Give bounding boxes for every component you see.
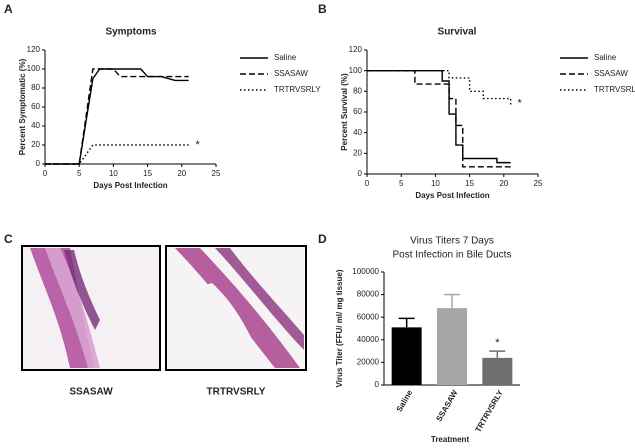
y-tick-label: 80 — [31, 83, 40, 92]
y-tick-label: 80000 — [357, 290, 380, 299]
bar — [391, 327, 422, 385]
x-tick-label: 10 — [109, 169, 118, 178]
legend-label: Saline — [274, 53, 297, 62]
panel-label: B — [318, 2, 327, 16]
x-tick-label: 5 — [77, 169, 82, 178]
panel-label: C — [4, 232, 13, 246]
panel-label: D — [318, 232, 327, 246]
y-tick-label: 60 — [31, 102, 40, 111]
legend-label: TRTRVSRLY — [594, 85, 635, 94]
y-tick-label: 40 — [353, 128, 362, 137]
x-tick-label: 15 — [465, 179, 474, 188]
bar — [437, 308, 467, 385]
y-tick-label: 100 — [349, 66, 363, 75]
x-axis-label: Days Post Infection — [93, 181, 167, 190]
y-tick-label: 20000 — [357, 358, 380, 367]
legend-label: TRTRVSRLY — [274, 85, 321, 94]
x-tick-label: 20 — [499, 179, 508, 188]
annotation: * — [195, 139, 200, 151]
panel-label: A — [4, 2, 13, 16]
x-tick-label: 10 — [431, 179, 440, 188]
y-tick-label: 120 — [349, 45, 363, 54]
legend-label: Saline — [594, 53, 617, 62]
y-tick-label: 80 — [353, 86, 362, 95]
y-axis-label: Percent Survival (%) — [340, 73, 349, 151]
y-tick-label: 20 — [31, 140, 40, 149]
annotation: * — [517, 98, 522, 110]
series-line — [45, 144, 189, 165]
chart-title: Symptoms — [105, 27, 157, 38]
x-axis-label: Treatment — [431, 435, 470, 444]
legend-label: SSASAW — [274, 69, 308, 78]
legend-label: SSASAW — [594, 69, 628, 78]
chart-title: Survival — [438, 27, 477, 38]
x-tick-label: 0 — [365, 179, 370, 188]
image-caption: TRTRVSRLY — [207, 387, 266, 398]
series-line — [367, 69, 511, 168]
y-tick-label: 40000 — [357, 335, 380, 344]
y-axis-label: Percent Symptomatic (%) — [18, 58, 27, 155]
x-tick-label: 20 — [177, 169, 186, 178]
y-tick-label: 100 — [27, 64, 41, 73]
series-line — [45, 68, 189, 165]
series-line — [45, 68, 189, 165]
bar — [482, 357, 513, 385]
y-axis-label: Virus Titer (FFU/ ml/ mg tissue) — [335, 269, 344, 387]
y-tick-label: 60000 — [357, 312, 380, 321]
y-tick-label: 0 — [358, 169, 363, 178]
y-tick-label: 0 — [375, 380, 380, 389]
x-tick-label: 0 — [43, 169, 48, 178]
annotation: * — [495, 337, 500, 349]
series-line — [367, 69, 512, 105]
x-tick-label: 25 — [534, 179, 543, 188]
histology-image — [21, 245, 161, 371]
histology-image — [165, 245, 307, 371]
x-tick-label: SSASAW — [434, 388, 459, 423]
x-tick-label: 25 — [212, 169, 221, 178]
x-tick-label: 15 — [143, 169, 152, 178]
x-tick-label: TRTRVSRLY — [474, 388, 506, 434]
y-tick-label: 20 — [353, 148, 362, 157]
y-tick-label: 100000 — [352, 267, 379, 276]
image-caption: SSASAW — [69, 387, 113, 398]
y-tick-label: 0 — [36, 159, 41, 168]
chart-title: Virus Titers 7 Days — [410, 236, 494, 247]
y-tick-label: 40 — [31, 121, 40, 130]
chart-title: Post Infection in Bile Ducts — [393, 250, 512, 261]
series-line — [367, 69, 511, 164]
x-axis-label: Days Post Infection — [415, 191, 489, 200]
y-tick-label: 60 — [353, 107, 362, 116]
x-tick-label: Saline — [395, 388, 415, 413]
x-tick-label: 5 — [399, 179, 404, 188]
y-tick-label: 120 — [27, 45, 41, 54]
